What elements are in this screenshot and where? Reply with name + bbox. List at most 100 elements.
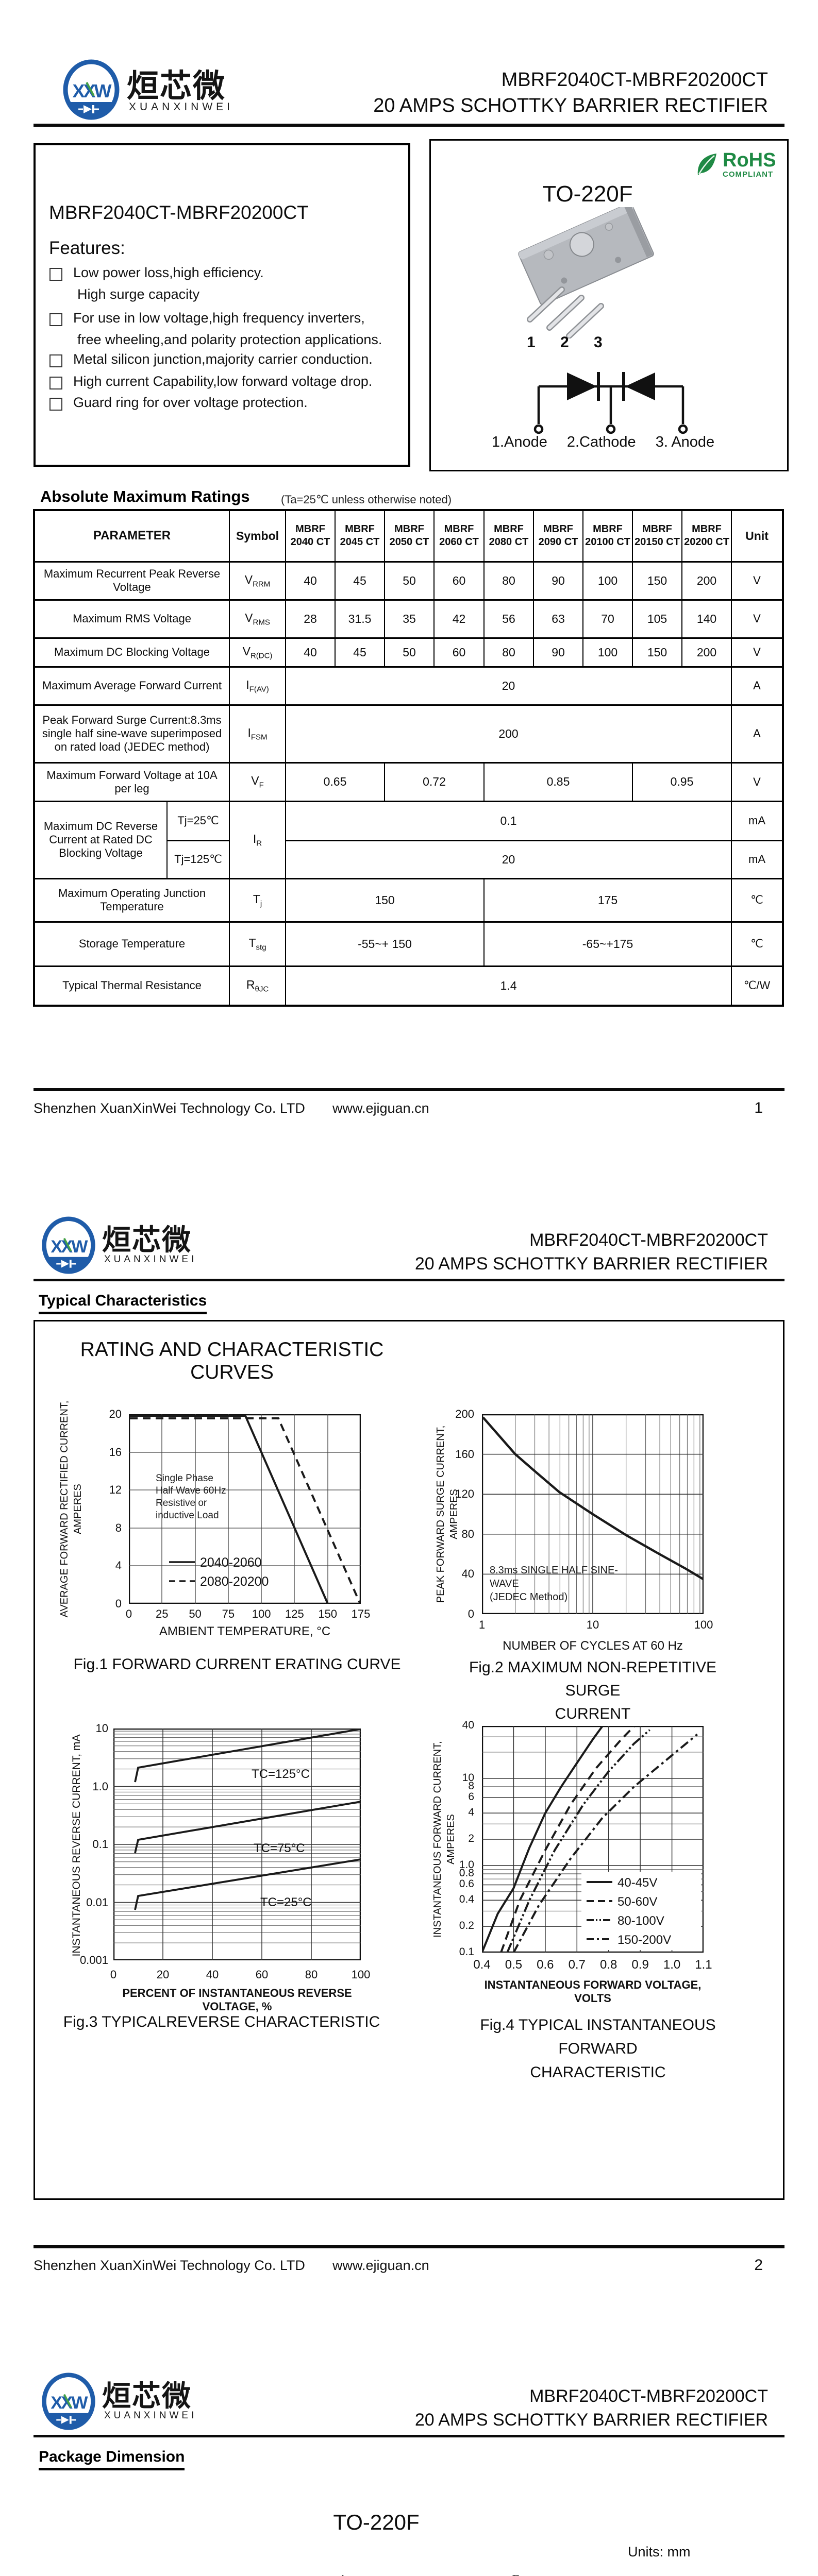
svg-text:XXW: XXW [51,1237,88,1257]
param-cell: Storage Temperature [33,921,230,967]
amr-note: (Ta=25℃ unless otherwise noted) [281,493,452,506]
fig3-y-ticks: 10 1.0 0.1 0.01 0.001 [76,1722,108,1967]
col-header-model: MBRF 2090 CT [533,509,584,563]
fig3-x-axis-label: PERCENT OF INSTANTANEOUS REVERSE VOLTAGE… [122,1987,352,2013]
value-cell: 105 [632,599,683,639]
y-tick: 20 [109,1408,122,1420]
curve-label: TC=25°C [260,1895,312,1909]
fig3-plot: TC=125°C TC=75°C TC=25°C [113,1728,361,1960]
unit-cell: mA [731,800,784,841]
company-name-en: XUANXINWEI [104,2410,197,2421]
value-cell: -55~+ 150 [285,921,485,967]
rohs-compliant-label: COMPLIANT [723,170,774,179]
feature-item: For use in low voltage,high frequency in… [73,310,365,326]
footer-rule [34,2245,784,2248]
y-tick: 120 [455,1487,474,1501]
unit-cell: mA [731,839,784,879]
pin-description: 1.Anode 2.Cathode 3. Anode [485,434,722,451]
y-tick: 0.001 [79,1954,108,1967]
x-tick: 10 [586,1618,599,1631]
symbol-cell: IF(AV) [229,666,287,706]
table-row: Maximum DC Reverse Current at Rated DC B… [34,800,784,879]
y-tick: 0.1 [459,1946,474,1958]
package-dimension-drawing: A A1 A2 B1 C C1 C2 D1 D2 D3 D D A3 α B3 … [338,2573,520,2576]
y-tick: 10 [95,1722,108,1735]
curve-label: TC=125°C [252,1767,310,1781]
unit-cell: ℃ [731,921,784,967]
company-logo-icon: XXW [42,1216,95,1274]
value-cell: 42 [433,599,485,639]
symbol-cell: VRMS [229,599,287,639]
unit-cell: A [731,704,784,764]
doc-header-title: MBRF2040CT-MBRF20200CT 20 AMPS SCHOTTKY … [415,2384,768,2432]
x-tick: 0.4 [473,1958,491,1972]
fig1-x-ticks: 0 25 50 75 100 125 150 175 [118,1607,372,1621]
curves-title: RATING AND CHARACTERISTIC CURVES [80,1338,384,1383]
table-row: Tj=125℃ 20 mA [34,839,784,879]
unit-cell: V [731,637,784,668]
y-tick: 4 [115,1559,122,1572]
fig1-annotation: Single Phase Half Wave 60Hz Resistive or… [156,1473,226,1521]
pin1-label: 1.Anode [491,434,547,450]
value-cell: 200 [681,561,732,601]
x-tick: 175 [351,1607,371,1620]
feature-item: High current Capability,low forward volt… [73,374,373,389]
header-rule [34,1279,784,1281]
x-tick: 100 [351,1968,371,1981]
doc-header-title: MBRF2040CT-MBRF20200CT 20 AMPS SCHOTTKY … [415,1228,768,1276]
unit-cell: V [731,561,784,601]
y-tick: 0.01 [86,1895,108,1909]
value-cell: 90 [533,637,584,668]
param-cell: Maximum Average Forward Current [33,666,230,706]
features-box [34,143,410,467]
x-tick: 1.0 [663,1958,681,1972]
y-tick: 10 [462,1772,474,1784]
value-cell: 28 [285,599,336,639]
fig2-plot [482,1414,704,1614]
table-row: Maximum Operating Junction Temperature T… [33,877,784,923]
symbol-cell: VF [229,761,287,802]
fig2-x-axis-label: NUMBER OF CYCLES AT 60 Hz [503,1639,683,1653]
y-tick: 0 [468,1607,474,1620]
table-row: Typical Thermal Resistance RθJC 1.4 ℃/W [33,965,784,1007]
y-tick: 0.1 [92,1838,108,1851]
x-tick: 100 [694,1618,713,1631]
diode-schematic-icon [533,372,688,434]
x-tick: 0.7 [568,1958,586,1972]
fig3-caption: Fig.3 TYPICALREVERSE CHARACTERISTIC [63,2013,380,2030]
condition-cell: Tj=25℃ [166,800,230,841]
fig1-x-axis-label: AMBIENT TEMPERATURE, °C [159,1624,331,1638]
part-number-title: MBRF2040CT-MBRF20200CT [529,2386,768,2406]
feature-item: High surge capacity [77,286,200,302]
company-logo-icon: XXW [42,2372,95,2430]
fig2-annotation: 8.3ms SINGLE HALF SINE-WAVE (JEDEC Metho… [490,1565,618,1603]
legend-entry: 2080-20200 [200,1574,269,1589]
symbol-cell: IR [229,800,287,879]
col-header-model: MBRF 2050 CT [384,509,435,563]
value-cell: 60 [433,637,485,668]
company-name-en: XUANXINWEI [129,101,234,113]
table-row: PARAMETER Symbol MBRF 2040 CT MBRF 2045 … [33,509,784,563]
feature-bullet-box [49,377,62,389]
col-header-model: MBRF 20150 CT [632,509,683,563]
col-header-model: MBRF 2080 CT [483,509,535,563]
value-cell: 40 [285,561,336,601]
doc-subtitle: 20 AMPS SCHOTTKY BARRIER RECTIFIER [414,2410,768,2430]
feature-item: Metal silicon junction,majority carrier … [73,351,373,367]
value-cell: 80 [483,637,535,668]
doc-subtitle: 20 AMPS SCHOTTKY BARRIER RECTIFIER [373,95,768,116]
feature-item: free wheeling,and polarity protection ap… [77,332,382,347]
features-part-range: MBRF2040CT-MBRF20200CT [49,202,309,223]
table-row: Maximum DC Blocking Voltage VR(DC) 40 45… [33,637,784,668]
table-row: Storage Temperature Tstg -55~+ 150 -65~+… [33,921,784,967]
footer-company: Shenzhen XuanXinWei Technology Co. LTD [34,1100,305,1116]
unit-cell: V [731,599,784,639]
y-tick: 0.4 [459,1893,474,1905]
value-cell: 45 [335,637,386,668]
col-header-unit: Unit [731,509,784,563]
fig4-caption: Fig.4 TYPICAL INSTANTANEOUS FORWARD CHAR… [480,2016,716,2081]
dim-label: A [338,2573,347,2576]
value-cell: 175 [483,877,732,923]
fig1-plot: 2040-2060 2080-20200 [129,1414,361,1604]
